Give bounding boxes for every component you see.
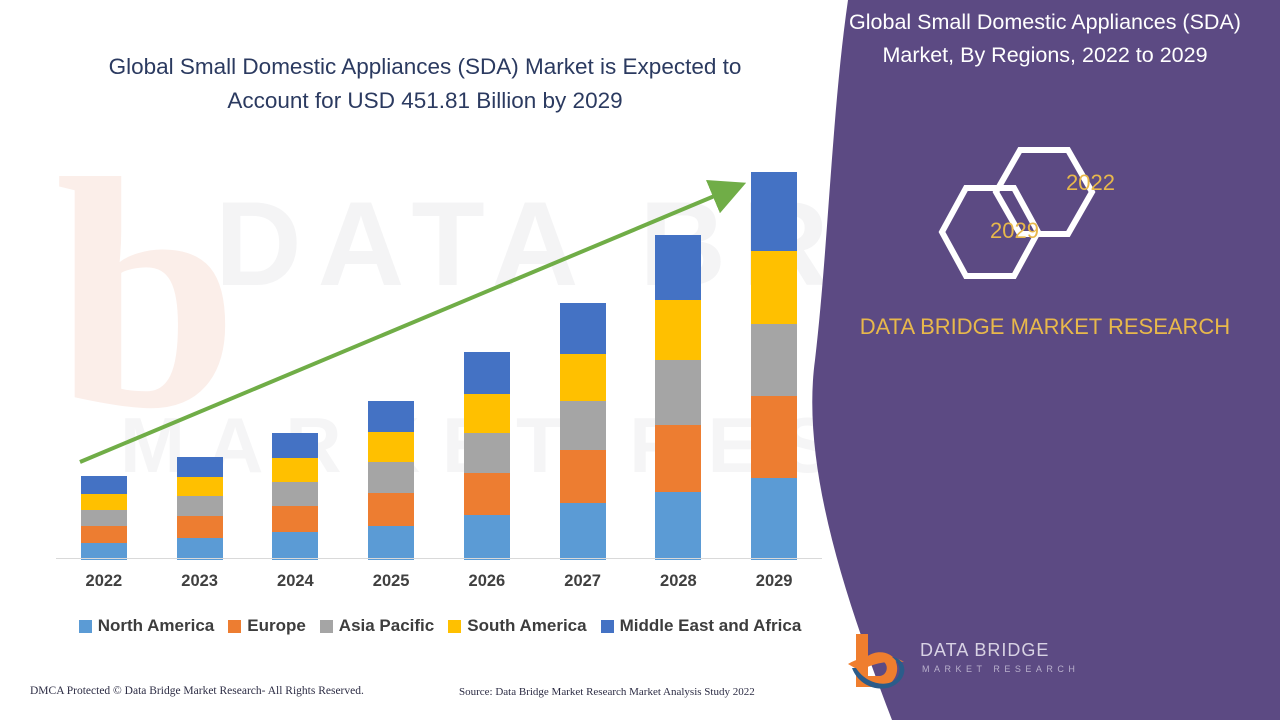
legend-item[interactable]: Middle East and Africa bbox=[600, 616, 802, 636]
bar-segment[interactable] bbox=[272, 433, 319, 459]
bar-segment[interactable] bbox=[176, 516, 223, 538]
bar-segment[interactable] bbox=[463, 472, 510, 516]
bar-segment[interactable] bbox=[655, 299, 702, 360]
x-axis-tick-2029: 2029 bbox=[755, 572, 793, 590]
bar-segment[interactable] bbox=[751, 251, 798, 324]
x-axis-tick-2024: 2024 bbox=[277, 572, 314, 590]
bar-segment[interactable] bbox=[80, 476, 127, 494]
bar-segment[interactable] bbox=[751, 396, 798, 479]
dbmr-logo-mark-icon bbox=[848, 634, 905, 689]
chart-legend: North America Europe Asia Pacific South Ame… bbox=[50, 616, 830, 636]
bar-group-2022[interactable] bbox=[80, 476, 127, 560]
bar-group-2027[interactable] bbox=[559, 303, 606, 560]
bar-group-2026[interactable] bbox=[463, 352, 510, 560]
bar-segment[interactable] bbox=[368, 525, 415, 560]
legend-item[interactable]: South America bbox=[448, 616, 587, 636]
hexagon-2022-label: 2022 bbox=[1066, 170, 1115, 195]
legend-swatch-icon bbox=[78, 619, 92, 633]
bar-segment[interactable] bbox=[559, 503, 606, 560]
hexagon-2029-label: 2029 bbox=[990, 218, 1039, 243]
bar-segment[interactable] bbox=[368, 461, 415, 493]
panel-brand-name: DATA BRIDGE MARKET RESEARCH bbox=[859, 314, 1231, 339]
bar-segment[interactable] bbox=[368, 492, 415, 526]
bar-segment[interactable] bbox=[559, 449, 606, 504]
dbmr-logo: DATA BRIDGE MARKET RESEARCH bbox=[842, 630, 1092, 700]
bar-segment[interactable] bbox=[80, 526, 127, 543]
hexagon-2029-icon bbox=[938, 185, 1042, 279]
legend-label: North America bbox=[97, 616, 215, 635]
bar-segment[interactable] bbox=[559, 400, 606, 450]
x-axis-tick-2028: 2028 bbox=[660, 572, 697, 590]
legend-item[interactable]: Europe bbox=[228, 616, 306, 636]
x-axis-tick-2025: 2025 bbox=[372, 572, 410, 590]
bar-segment[interactable] bbox=[272, 481, 319, 506]
bar-segment[interactable] bbox=[272, 505, 319, 533]
legend-swatch-icon bbox=[228, 619, 242, 633]
bar-segment[interactable] bbox=[751, 323, 798, 397]
legend-label: Middle East and Africa bbox=[619, 616, 802, 635]
bar-group-2024[interactable] bbox=[272, 433, 319, 560]
side-panel: Global Small Domestic Appliances (SDA) M… bbox=[810, 0, 1280, 720]
bar-group-2028[interactable] bbox=[655, 234, 702, 560]
dbmr-logo-line1: DATA BRIDGE bbox=[920, 640, 1050, 660]
bar-segment[interactable] bbox=[80, 542, 127, 560]
bar-segment[interactable] bbox=[272, 532, 319, 560]
bar-segment[interactable] bbox=[559, 353, 606, 401]
bar-segment[interactable] bbox=[463, 433, 510, 473]
bar-segment[interactable] bbox=[176, 537, 223, 560]
bar-segment[interactable] bbox=[751, 478, 798, 560]
legend-swatch-icon bbox=[600, 619, 614, 633]
panel-title: Global Small Domestic Appliances (SDA) M… bbox=[849, 10, 1241, 67]
legend-swatch-icon bbox=[448, 619, 462, 633]
chart-plot-area bbox=[56, 170, 822, 560]
legend-item[interactable]: Asia Pacific bbox=[319, 616, 435, 636]
x-axis-tick-2023: 2023 bbox=[181, 572, 218, 590]
footer-source: Source: Data Bridge Market Research Mark… bbox=[459, 686, 755, 698]
x-axis-line bbox=[56, 558, 822, 559]
trend-arrow-icon bbox=[79, 180, 747, 464]
bar-segment[interactable] bbox=[272, 458, 319, 482]
legend-label: South America bbox=[467, 616, 587, 635]
legend-item[interactable]: North America bbox=[78, 616, 215, 636]
bar-segment[interactable] bbox=[463, 515, 510, 560]
x-axis-tick-2027: 2027 bbox=[564, 572, 601, 590]
bar-segment[interactable] bbox=[655, 234, 702, 300]
panel-background-shape bbox=[812, 0, 1280, 720]
watermark-letter: b bbox=[55, 112, 239, 477]
bar-group-2029[interactable] bbox=[751, 172, 798, 560]
hexagon-2022-icon bbox=[992, 147, 1096, 237]
dbmr-logo-line2: MARKET RESEARCH bbox=[922, 664, 1080, 674]
bar-group-2023[interactable] bbox=[176, 456, 223, 560]
bar-segment[interactable] bbox=[80, 510, 127, 527]
bar-segment[interactable] bbox=[559, 303, 606, 354]
legend-label: Asia Pacific bbox=[338, 616, 435, 635]
bar-segment[interactable] bbox=[463, 352, 510, 395]
legend-label: Europe bbox=[247, 616, 306, 635]
legend-swatch-icon bbox=[319, 619, 333, 633]
bar-segment[interactable] bbox=[368, 432, 415, 462]
bar-segment[interactable] bbox=[463, 394, 510, 434]
bar-segment[interactable] bbox=[176, 496, 223, 517]
x-axis-tick-2026: 2026 bbox=[468, 572, 506, 590]
bar-segment[interactable] bbox=[751, 172, 798, 252]
bar-segment[interactable] bbox=[176, 456, 223, 478]
page-title: Global Small Domestic Appliances (SDA) M… bbox=[108, 54, 742, 113]
footer-copyright: DMCA Protected © Data Bridge Market Rese… bbox=[30, 685, 364, 697]
bar-group-2025[interactable] bbox=[368, 400, 415, 560]
bar-segment[interactable] bbox=[655, 359, 702, 425]
bar-segment[interactable] bbox=[176, 477, 223, 497]
x-axis-tick-2022: 2022 bbox=[85, 572, 123, 590]
bar-segment[interactable] bbox=[368, 400, 415, 433]
bar-segment[interactable] bbox=[655, 491, 702, 560]
hexagon-group-icon bbox=[938, 147, 1096, 279]
bar-segment[interactable] bbox=[655, 424, 702, 492]
bar-segment[interactable] bbox=[80, 493, 127, 511]
x-axis-labels: 2022 2023 2024 2025 2026 2027 2028 2029 bbox=[56, 572, 822, 600]
